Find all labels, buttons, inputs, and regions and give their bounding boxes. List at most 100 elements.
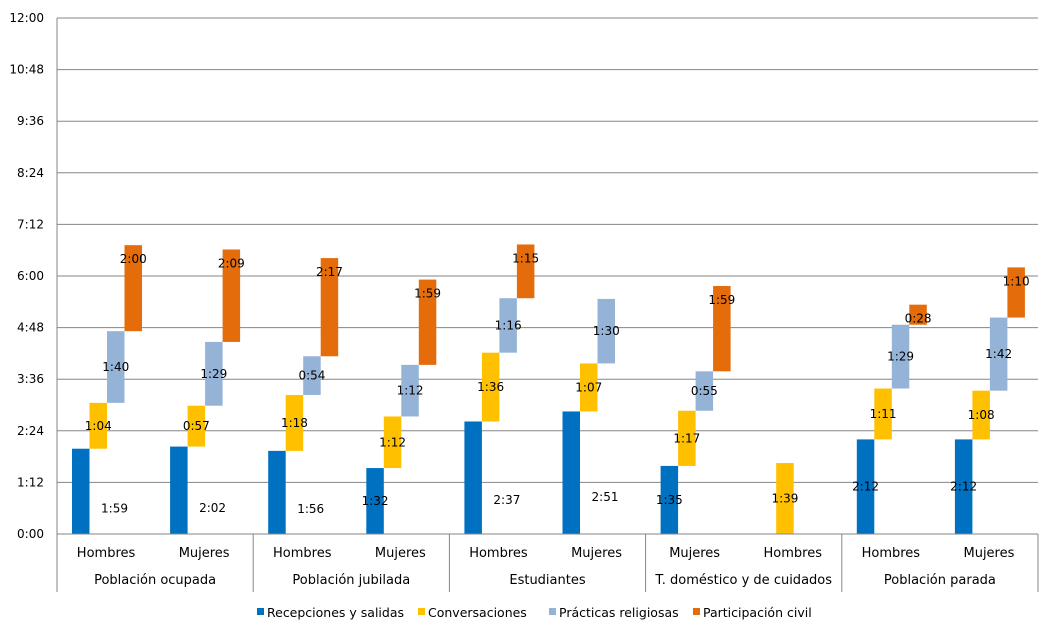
data-label: 1:42 xyxy=(985,347,1012,361)
data-label: 1:16 xyxy=(495,318,522,332)
legend-swatch xyxy=(693,608,700,615)
data-label: 2:37 xyxy=(493,493,520,507)
bar-segment xyxy=(580,363,598,412)
legend-label: Participación civil xyxy=(703,605,812,620)
data-label: 0:55 xyxy=(691,384,718,398)
data-label: 0:28 xyxy=(905,312,932,326)
bar-segment xyxy=(954,439,973,534)
data-label: 2:00 xyxy=(120,252,147,266)
bar-segment xyxy=(303,356,321,395)
legend-swatch xyxy=(257,608,264,615)
bar-segment xyxy=(285,394,304,451)
legend-swatch xyxy=(549,608,556,615)
bar-segment xyxy=(1007,267,1025,318)
data-label: 1:30 xyxy=(593,324,620,338)
bar-segment xyxy=(597,298,615,364)
bar-segment xyxy=(678,410,696,466)
bars xyxy=(72,244,1025,534)
bar-segment xyxy=(170,446,188,534)
legend-label: Conversaciones xyxy=(428,605,527,620)
group-label: T. doméstico y de cuidados xyxy=(654,573,832,588)
legend: Recepciones y salidas Conversaciones Práct… xyxy=(257,605,812,620)
category-label: Mujeres xyxy=(571,546,622,561)
data-label: 1:36 xyxy=(477,380,504,394)
group-label: Población ocupada xyxy=(94,573,216,588)
data-label: 1:39 xyxy=(771,492,798,506)
bar-segment xyxy=(856,439,875,534)
bar-segment xyxy=(713,286,731,372)
legend-label: Recepciones y salidas xyxy=(267,605,404,620)
bar-segment xyxy=(107,331,125,403)
bar-segment xyxy=(205,341,223,406)
bar-segment xyxy=(972,390,990,440)
bar-segment xyxy=(418,279,437,365)
bar-segment xyxy=(464,421,482,534)
bar-segment xyxy=(187,405,206,447)
data-label: 2:51 xyxy=(592,490,619,504)
y-tick-label: 4:48 xyxy=(17,321,44,335)
data-label: 1:29 xyxy=(200,367,227,381)
data-label: 1:04 xyxy=(85,419,112,433)
category-label: Mujeres xyxy=(179,546,230,561)
data-label: 2:17 xyxy=(316,265,343,279)
y-tick-label: 6:00 xyxy=(17,269,44,283)
data-label: 0:54 xyxy=(298,369,325,383)
data-label: 1:59 xyxy=(708,293,735,307)
bar-segment xyxy=(660,465,679,534)
y-tick-label: 0:00 xyxy=(17,527,44,541)
y-tick-label: 10:48 xyxy=(9,63,44,77)
y-tick-label: 9:36 xyxy=(17,114,44,128)
category-label: Hombres xyxy=(469,546,528,561)
y-tick-label: 3:36 xyxy=(17,372,44,386)
group-label: Población jubilada xyxy=(292,573,410,588)
y-tick-label: 7:12 xyxy=(17,217,44,231)
category-label: Mujeres xyxy=(375,546,426,561)
category-label: Hombres xyxy=(273,546,332,561)
data-label: 1:08 xyxy=(968,408,995,422)
data-label: 1:07 xyxy=(575,380,602,394)
bar-segment xyxy=(320,258,339,357)
category-label: Hombres xyxy=(77,546,136,561)
data-label: 1:12 xyxy=(379,435,406,449)
gridlines xyxy=(56,17,1038,535)
category-label: Mujeres xyxy=(669,546,720,561)
data-label: 2:09 xyxy=(218,256,245,270)
bar-segment xyxy=(72,448,90,534)
y-tick-label: 1:12 xyxy=(17,475,44,489)
data-label: 0:57 xyxy=(183,419,210,433)
data-labels: 1:59 1:04 1:40 2:00 2:02 0:57 1:29 2:09 1:56 1:18… xyxy=(85,251,1030,516)
data-label: 1:29 xyxy=(887,350,914,364)
y-tick-label: 12:00 xyxy=(9,11,44,25)
bar-segment xyxy=(268,450,286,534)
bar-segment xyxy=(383,416,402,469)
data-label: 2:12 xyxy=(852,480,879,494)
data-label: 1:35 xyxy=(656,493,683,507)
data-label: 1:32 xyxy=(362,494,389,508)
data-label: 1:12 xyxy=(397,384,424,398)
data-label: 1:40 xyxy=(102,360,129,374)
bar-segment xyxy=(516,244,535,299)
data-label: 1:17 xyxy=(673,431,700,445)
data-label: 1:56 xyxy=(297,502,324,516)
x-axis: Hombres Mujeres Hombres Mujeres Hombres Mujer… xyxy=(56,533,1039,592)
group-label: Estudiantes xyxy=(509,573,585,588)
y-axis-ticks: 0:00 1:12 2:24 3:36 4:48 6:00 7:12 8:24 9:36 10:4… xyxy=(9,11,44,541)
bar-segment xyxy=(222,249,241,342)
legend-label: Prácticas religiosas xyxy=(559,605,679,620)
data-label: 1:10 xyxy=(1003,274,1030,288)
bar-segment xyxy=(909,304,927,325)
data-label: 1:18 xyxy=(281,416,308,430)
y-tick-label: 8:24 xyxy=(17,166,44,180)
data-label: 2:12 xyxy=(950,480,977,494)
legend-swatch xyxy=(418,608,425,615)
bar-segment xyxy=(89,402,107,449)
bar-segment xyxy=(891,324,910,389)
bar-segment xyxy=(366,468,384,534)
bar-segment xyxy=(562,411,580,534)
group-label: Población parada xyxy=(884,573,996,588)
data-label: 2:02 xyxy=(199,501,226,515)
y-tick-label: 2:24 xyxy=(17,424,44,438)
data-label: 1:59 xyxy=(414,287,441,301)
data-label: 1:15 xyxy=(512,251,539,265)
